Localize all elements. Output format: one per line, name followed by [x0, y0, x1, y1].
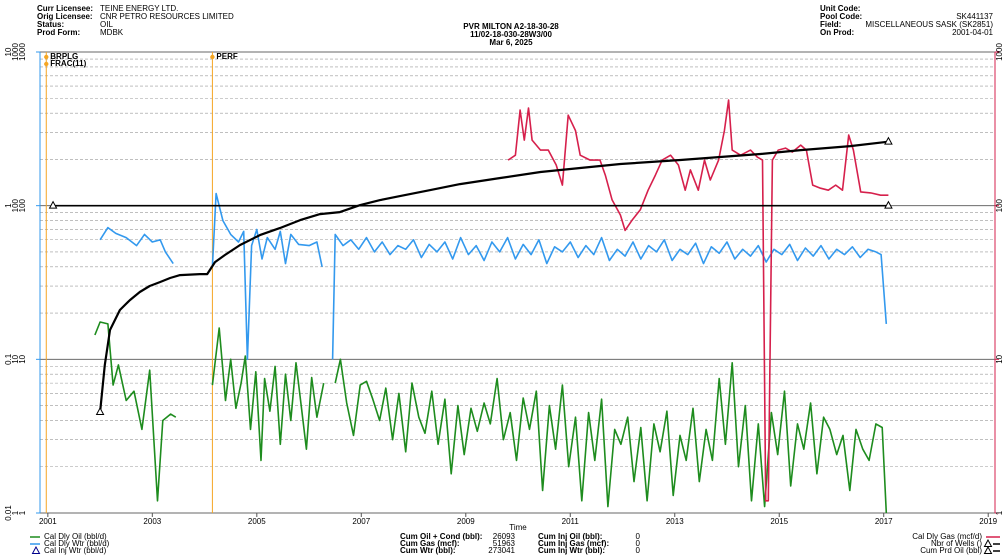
series-line	[507, 99, 889, 502]
x-tick-label: 2009	[457, 517, 475, 526]
series-line	[99, 140, 889, 413]
series-line	[94, 321, 888, 514]
y-tick-label: 100	[11, 198, 20, 212]
series-marker	[95, 406, 105, 416]
legend-label: Cal Dly Oil (bbl/d)	[44, 532, 107, 541]
stat-value: 0	[636, 546, 641, 555]
x-tick-label: 2013	[666, 517, 684, 526]
stat-value: 0	[636, 539, 641, 548]
chart-title: PVR MILTON A2-18-30-28	[463, 22, 559, 31]
header-value: MDBK	[100, 28, 124, 37]
header-label: Pool Code:	[820, 12, 862, 21]
x-tick-label: 2017	[875, 517, 893, 526]
header-label: Prod Form:	[37, 28, 80, 37]
stat-label: Cum Gas (mcf):	[400, 539, 460, 548]
event-marker	[210, 54, 215, 60]
stat-label: Cum Inj Oil (bbl):	[538, 532, 602, 541]
y-tick-label: 100	[18, 198, 27, 212]
y-tick-label: 10	[11, 354, 20, 363]
x-axis-label: Time	[509, 523, 527, 532]
header-label: On Prod:	[820, 28, 854, 37]
legend-label: Cal Inj Wtr (bbl/d)	[44, 546, 107, 555]
y2-tick-label: 100	[995, 198, 1004, 212]
header-label: Status:	[37, 20, 64, 29]
y-tick-label: 1000	[11, 43, 20, 61]
header-label: Curr Licensee:	[37, 4, 93, 13]
x-tick-label: 2015	[770, 517, 788, 526]
event-label: FRAC(11)	[50, 59, 86, 68]
event-label: PERF	[216, 52, 237, 61]
header-value: MISCELLANEOUS SASK (SK2851)	[865, 20, 993, 29]
header-label: Field:	[820, 20, 841, 29]
x-tick-label: 2011	[562, 517, 580, 526]
series-marker	[884, 200, 893, 209]
legend-marker	[31, 545, 41, 554]
event-marker	[44, 54, 49, 60]
y2-tick-label: 1000	[995, 43, 1004, 61]
x-tick-label: 2007	[352, 517, 370, 526]
header-value: CNR PETRO RESOURCES LIMITED	[100, 12, 234, 21]
header-label: Orig Licensee:	[37, 12, 93, 21]
header-value: SK441137	[956, 12, 993, 21]
x-tick-label: 2019	[979, 517, 997, 526]
x-tick-label: 2005	[248, 517, 266, 526]
stat-label: Cum Inj Wtr (bbl):	[538, 546, 605, 555]
legend-label: Cum Prd Oil (bbl)	[920, 546, 982, 555]
y2-tick-label: 10	[995, 354, 1004, 363]
y-tick-label: 10	[4, 47, 13, 56]
y-tick-label: 0.01	[4, 505, 13, 521]
legend-label: Cal Dly Wtr (bbl/d)	[44, 539, 110, 548]
legend-marker	[983, 538, 993, 547]
legend-marker	[983, 545, 993, 554]
legend-label: Cal Dly Gas (mcf/d)	[912, 532, 982, 541]
y-tick-label: 1	[18, 510, 27, 515]
stat-label: Cum Oil + Cond (bbl):	[400, 532, 482, 541]
stat-label: Cum Inj Gas (mcf):	[538, 539, 609, 548]
header-value: 2001-04-01	[952, 28, 993, 37]
stat-value: 26093	[493, 532, 516, 541]
header-value: OIL	[100, 20, 113, 29]
series-marker	[48, 200, 58, 209]
y2-tick-label: 1	[995, 510, 1004, 515]
y-tick-label: 1	[11, 510, 20, 515]
header-label: Unit Code:	[820, 4, 860, 13]
y-tick-label: 0.1	[4, 353, 13, 365]
stat-value: 0	[636, 532, 641, 541]
stat-label: Cum Wtr (bbl):	[400, 546, 456, 555]
event-marker	[44, 61, 49, 67]
chart-title: 11/02-18-030-28W3/00	[470, 30, 552, 39]
y-tick-label: 1000	[18, 43, 27, 61]
y-tick-label: 1	[4, 203, 13, 208]
x-tick-label: 2003	[143, 517, 161, 526]
event-label: BRPLG	[50, 52, 78, 61]
series-line	[99, 192, 888, 361]
stat-value: 51963	[493, 539, 516, 548]
header-value: TEINE ENERGY LTD.	[100, 4, 178, 13]
series-marker	[884, 136, 893, 145]
y-tick-label: 10	[18, 354, 27, 363]
legend-label: Nbr of Wells ()	[931, 539, 982, 548]
x-tick-label: 2001	[39, 517, 57, 526]
stat-value: 273041	[488, 546, 515, 555]
chart-title: Mar 6, 2025	[489, 38, 533, 47]
